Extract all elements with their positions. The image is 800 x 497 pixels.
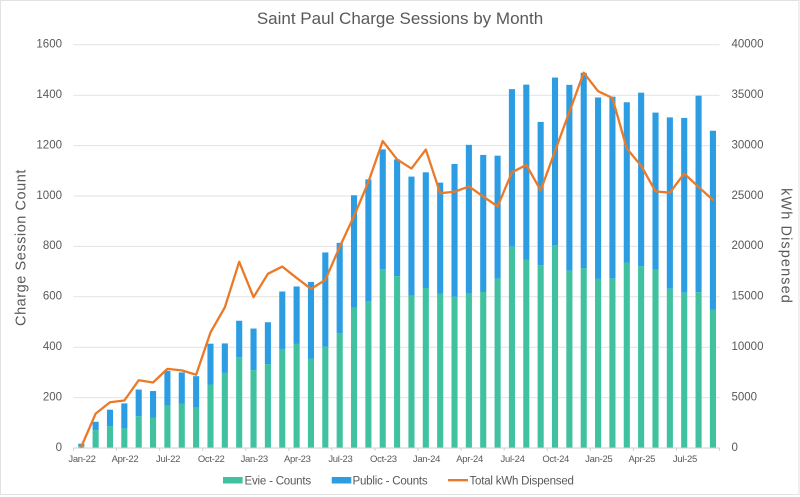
svg-text:600: 600 [43, 291, 62, 303]
svg-text:Oct-22: Oct-22 [198, 454, 225, 465]
svg-text:kWh Dispensed: kWh Dispensed [778, 188, 794, 304]
svg-text:Jul-25: Jul-25 [673, 454, 697, 465]
svg-text:0: 0 [56, 442, 62, 454]
svg-text:Jul-23: Jul-23 [328, 454, 352, 465]
svg-text:Total kWh Dispensed: Total kWh Dispensed [470, 475, 574, 487]
svg-text:Jul-22: Jul-22 [156, 454, 180, 465]
svg-text:Public - Counts: Public - Counts [353, 475, 428, 487]
svg-text:40000: 40000 [732, 39, 764, 51]
svg-text:35000: 35000 [732, 89, 764, 101]
svg-text:Jul-24: Jul-24 [501, 454, 525, 465]
svg-text:Evie - Counts: Evie - Counts [245, 475, 312, 487]
svg-text:Saint Paul Charge Sessions by: Saint Paul Charge Sessions by Month [257, 9, 543, 28]
svg-text:1600: 1600 [36, 39, 62, 51]
svg-text:30000: 30000 [732, 139, 764, 151]
svg-text:1200: 1200 [36, 139, 62, 151]
svg-text:Oct-24: Oct-24 [542, 454, 569, 465]
svg-text:0: 0 [732, 442, 738, 454]
svg-text:Jan-24: Jan-24 [413, 454, 440, 465]
svg-text:1000: 1000 [36, 190, 62, 202]
svg-text:20000: 20000 [732, 240, 764, 252]
svg-text:1400: 1400 [36, 89, 62, 101]
svg-text:15000: 15000 [732, 291, 764, 303]
svg-text:Oct-23: Oct-23 [370, 454, 397, 465]
svg-text:800: 800 [43, 240, 62, 252]
svg-text:Jan-23: Jan-23 [241, 454, 268, 465]
svg-text:Apr-23: Apr-23 [284, 454, 311, 465]
svg-text:Charge Session Count: Charge Session Count [14, 169, 30, 326]
svg-text:Jan-25: Jan-25 [585, 454, 612, 465]
svg-text:10000: 10000 [732, 341, 764, 353]
svg-text:Apr-25: Apr-25 [628, 454, 655, 465]
svg-text:Jan-22: Jan-22 [68, 454, 95, 465]
svg-text:200: 200 [43, 391, 62, 403]
svg-text:5000: 5000 [732, 391, 758, 403]
svg-text:Apr-22: Apr-22 [112, 454, 139, 465]
svg-text:400: 400 [43, 341, 62, 353]
svg-text:25000: 25000 [732, 190, 764, 202]
svg-text:Apr-24: Apr-24 [456, 454, 483, 465]
